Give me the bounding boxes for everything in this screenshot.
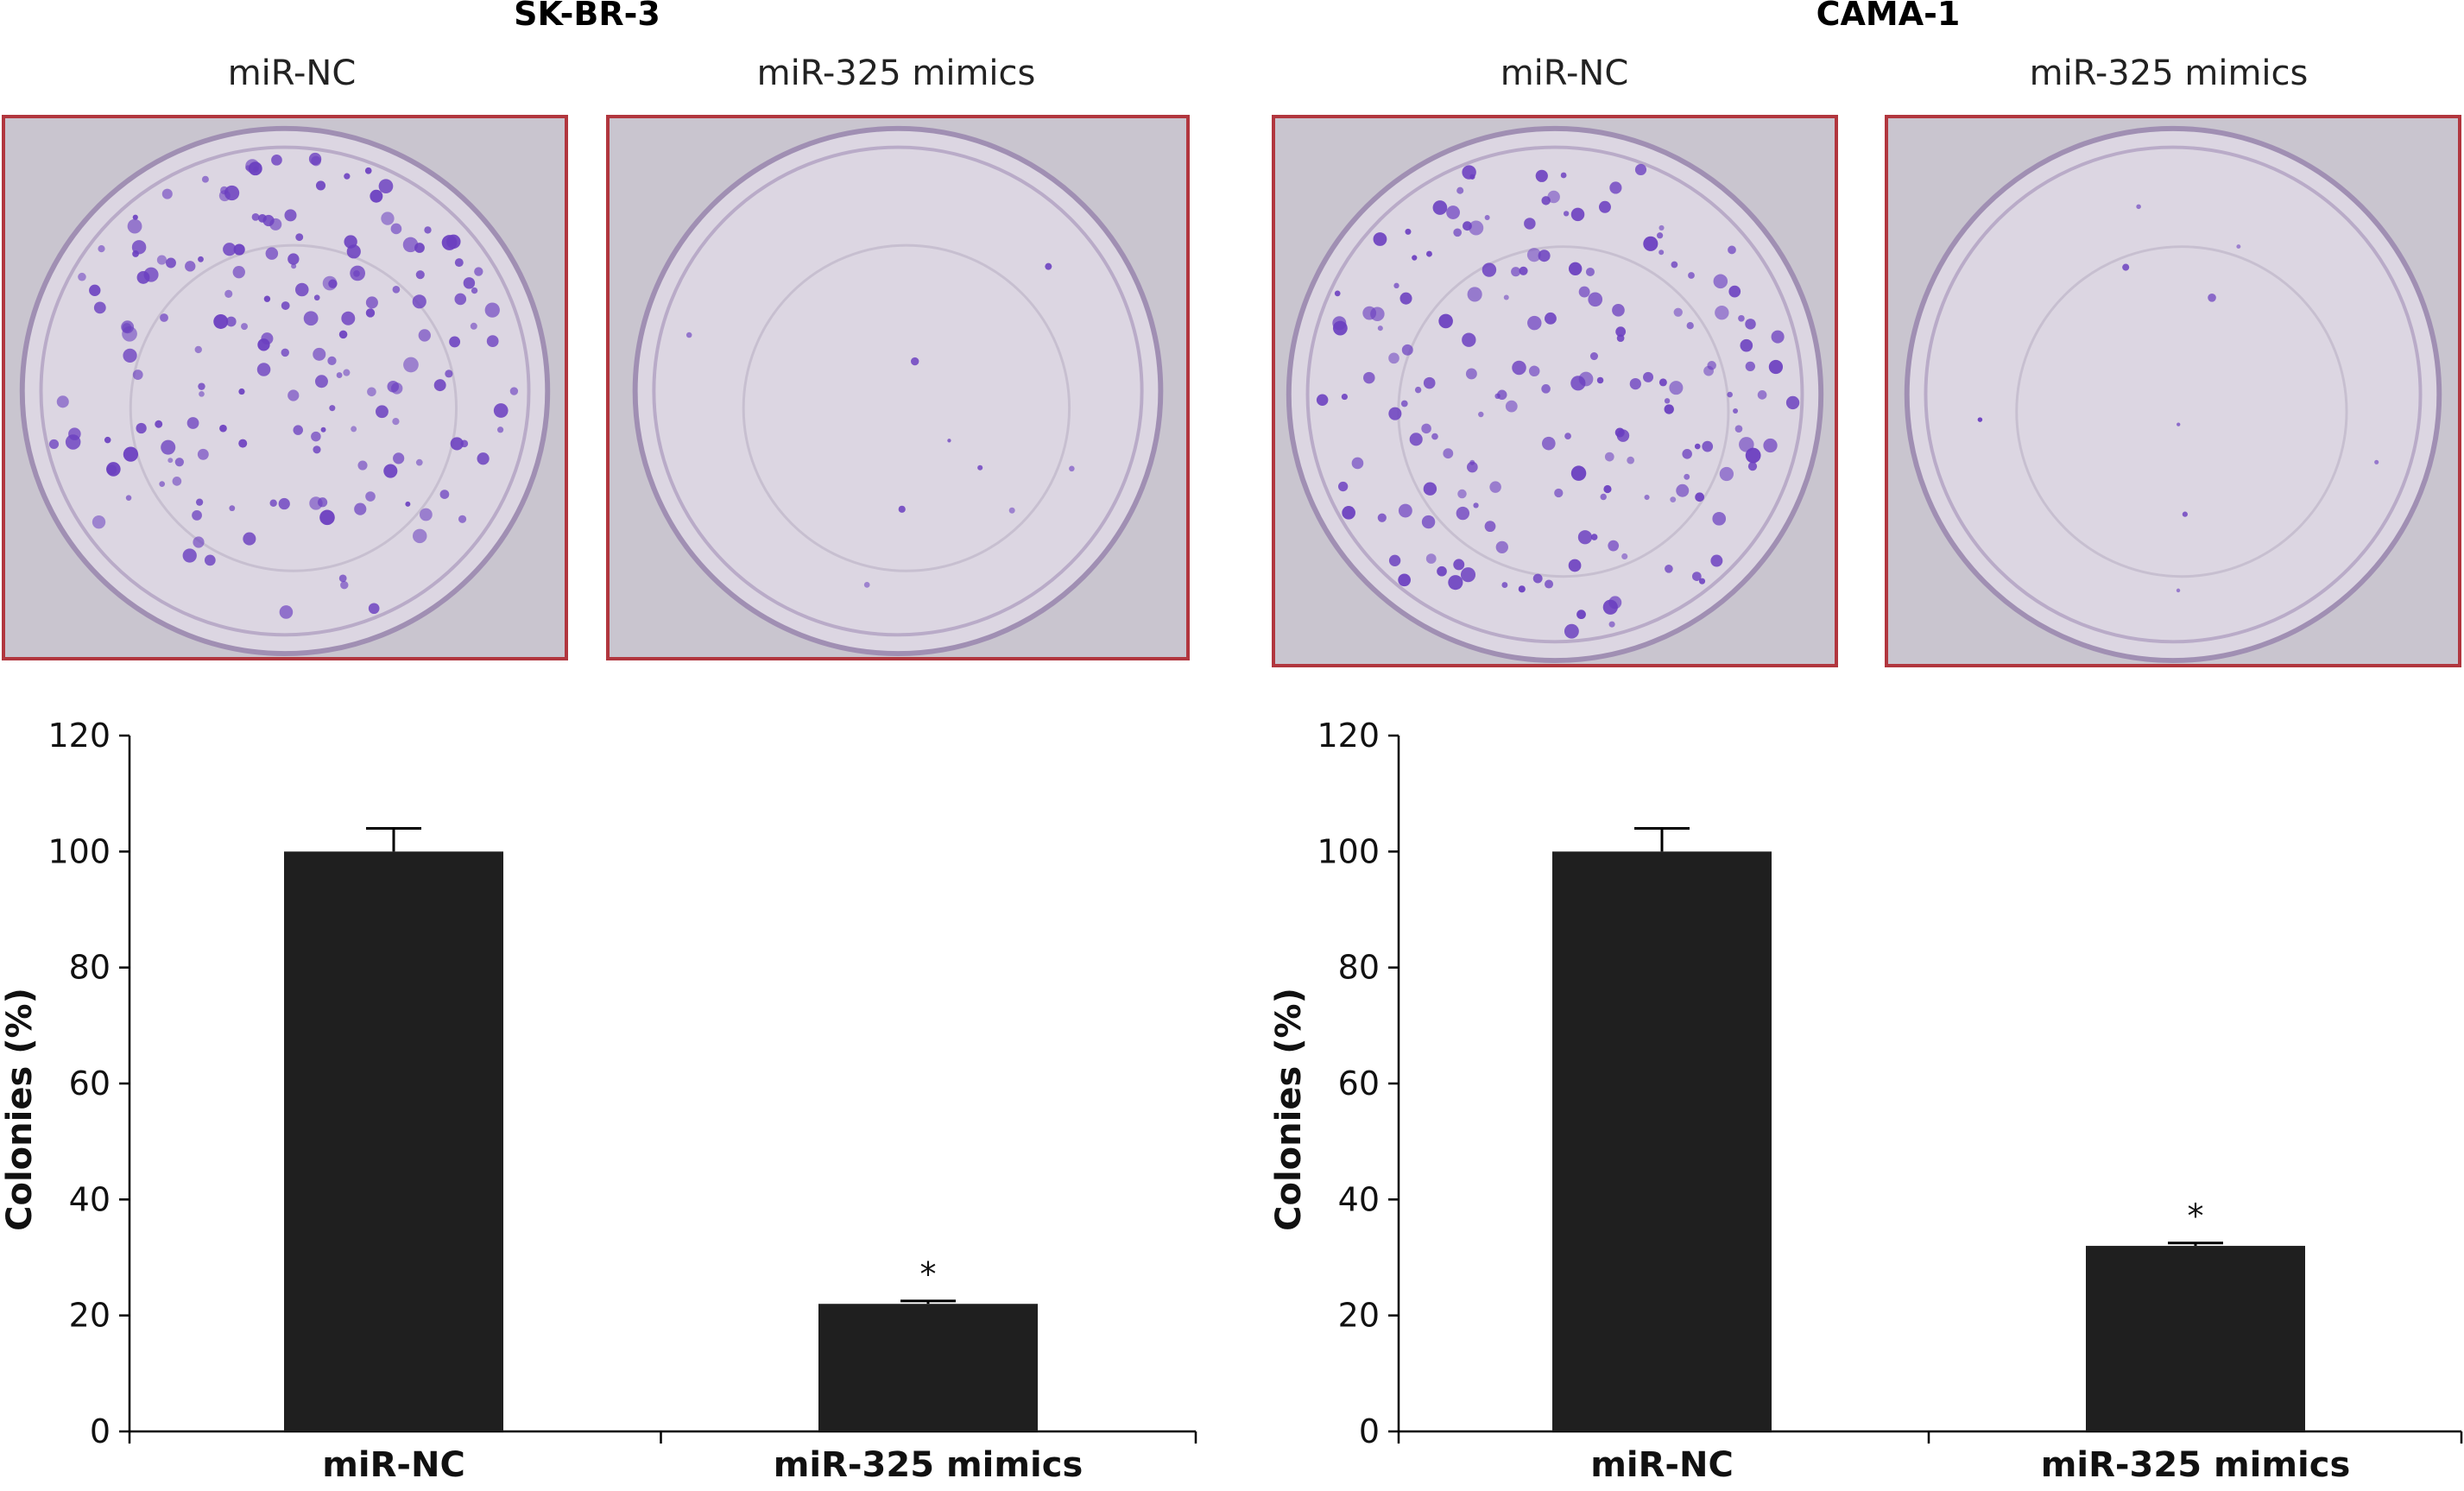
bar-2	[2086, 1246, 2305, 1431]
x-category-label: miR-NC	[1590, 1445, 1734, 1485]
y-tick-label: 20	[1338, 1297, 1380, 1335]
y-tick-label: 120	[47, 717, 111, 755]
dish-photo-skbr3-mimics	[606, 115, 1190, 660]
bar-chart-2: 0 20 40 60 80 100 120 Colonies (%) miR-NC * miR-32…	[1269, 717, 2463, 1485]
y-tick-label: 80	[69, 949, 111, 987]
panel-title-cama1: CAMA-1	[1816, 0, 1961, 33]
dish-label-cama1-nc: miR-NC	[1500, 54, 1629, 93]
y-axis-label: Colonies (%)	[1269, 988, 1309, 1231]
y-tick-label: 80	[1338, 949, 1380, 987]
y-tick-label: 0	[1359, 1412, 1380, 1450]
dish-photo-cama1-nc	[1272, 115, 1838, 667]
dish-photo-skbr3-nc	[2, 115, 568, 660]
x-category-label: miR-325 mimics	[774, 1445, 1084, 1485]
y-tick-label: 20	[69, 1297, 111, 1335]
y-tick-label: 100	[1317, 832, 1380, 870]
y-tick-label: 60	[69, 1065, 111, 1102]
bar-2	[818, 1304, 1038, 1431]
y-tick-label: 40	[69, 1180, 111, 1218]
panel-title-skbr3: SK-BR-3	[514, 0, 660, 33]
y-tick-label: 120	[1317, 717, 1380, 755]
y-tick-label: 60	[1338, 1065, 1380, 1102]
dish-label-skbr3-mimics: miR-325 mimics	[756, 54, 1036, 93]
significance-marker: *	[2188, 1197, 2204, 1235]
y-tick-label: 0	[90, 1412, 111, 1450]
x-category-label: miR-NC	[322, 1445, 465, 1485]
bar-1	[284, 851, 503, 1431]
dish-label-cama1-mimics: miR-325 mimics	[2029, 54, 2309, 93]
y-tick-label: 100	[47, 832, 111, 870]
dish-photo-cama1-mimics	[1885, 115, 2461, 667]
significance-marker: *	[920, 1255, 937, 1293]
y-axis-label: Colonies (%)	[0, 988, 40, 1231]
bar-chart-1: 0 20 40 60 80 100 120 Colonies (%) miR-NC * miR-32…	[0, 717, 1197, 1485]
y-tick-label: 40	[1338, 1180, 1380, 1218]
dish-label-skbr3-nc: miR-NC	[227, 54, 357, 93]
x-category-label: miR-325 mimics	[2041, 1445, 2351, 1485]
bar-1	[1552, 851, 1772, 1431]
